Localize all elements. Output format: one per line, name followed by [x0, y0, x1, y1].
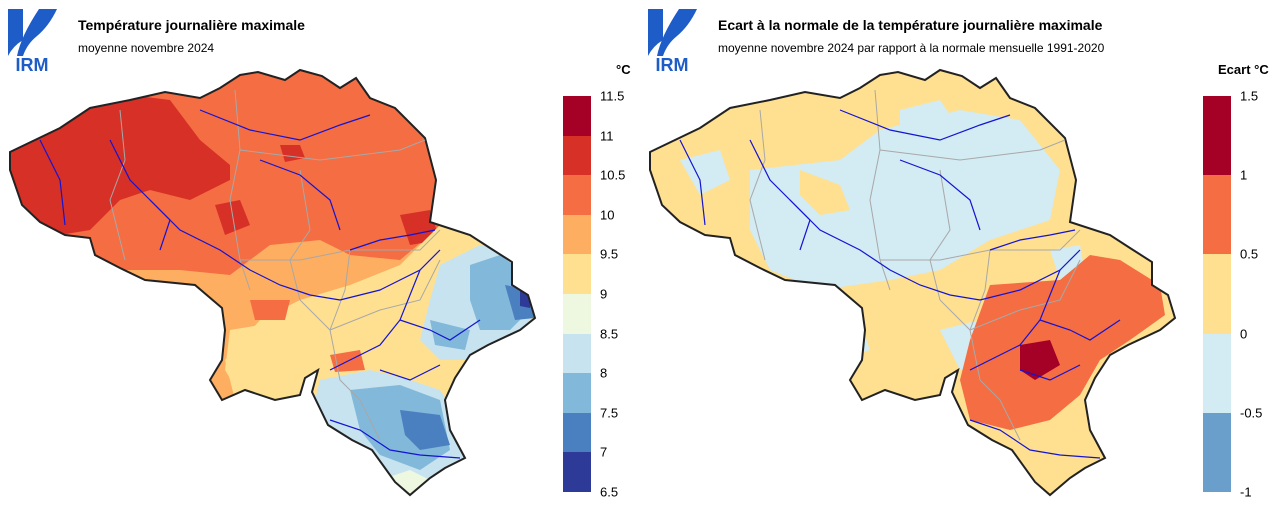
color-legend [1203, 96, 1231, 492]
country-border [649, 68, 1177, 497]
legend-tick-label: 9.5 [600, 246, 619, 262]
legend-swatch [563, 135, 591, 176]
map-subtitle: moyenne novembre 2024 [78, 41, 215, 55]
map-title: Ecart à la normale de la température jou… [718, 17, 1103, 33]
legend-tick-label: 10 [600, 207, 615, 223]
map-panel-temperature: IRM Température journalière maximale moy… [8, 9, 631, 500]
legend-tick-label: 8 [600, 365, 608, 381]
legend-swatch [563, 214, 591, 255]
belgium-anomaly-map [649, 68, 1177, 497]
legend-swatch [1203, 254, 1231, 334]
legend-tick-label: 9 [600, 286, 608, 302]
irm-logo-icon: IRM [648, 9, 697, 74]
legend-tick-label: 8.5 [600, 326, 619, 342]
legend-tick-label: 10.5 [600, 167, 626, 183]
legend-tick-label: -1 [1240, 484, 1252, 500]
country-border [9, 68, 537, 497]
legend-swatch [1203, 333, 1231, 413]
rivers [679, 109, 1121, 459]
legend-unit: °C [616, 62, 631, 77]
legend-tick-label: 7 [600, 444, 608, 460]
map-title: Température journalière maximale [78, 17, 305, 33]
legend-swatch [563, 293, 591, 334]
map-panel-anomaly: IRM Ecart à la normale de la température… [640, 0, 1280, 507]
legend-tick-label: 11.5 [600, 88, 625, 104]
legend-tick-label: 0.5 [1240, 246, 1259, 262]
legend-swatch [563, 254, 591, 294]
legend-unit: Ecart °C [1218, 62, 1269, 77]
legend-swatch [563, 412, 591, 453]
legend-tick-label: 6.5 [600, 484, 619, 500]
irm-logo-icon: IRM [8, 9, 57, 74]
logo-text: IRM [16, 55, 49, 74]
legend-swatch [1203, 96, 1231, 176]
legend-tick-label: 7.5 [600, 405, 619, 421]
legend-tick-label: -0.5 [1240, 405, 1263, 421]
legend-swatch [563, 452, 591, 492]
legend-tick-label: 11 [600, 128, 614, 144]
legend-tick-label: 1 [1240, 167, 1248, 183]
legend-swatch [563, 333, 591, 374]
logo-text: IRM [656, 55, 689, 74]
legend-tick-label: 1.5 [1240, 88, 1259, 104]
temperature-zones [10, 70, 535, 495]
rivers [39, 109, 481, 459]
color-legend [563, 96, 591, 492]
legend-swatch [563, 175, 591, 215]
map-subtitle: moyenne novembre 2024 par rapport à la n… [718, 41, 1105, 55]
belgium-temperature-map [9, 68, 537, 497]
legend-swatch [563, 96, 591, 136]
legend-swatch [1203, 175, 1231, 255]
legend-swatch [1203, 412, 1231, 492]
anomaly-zones [650, 70, 1175, 495]
legend-tick-label: 0 [1240, 326, 1248, 342]
legend-swatch [563, 373, 591, 413]
